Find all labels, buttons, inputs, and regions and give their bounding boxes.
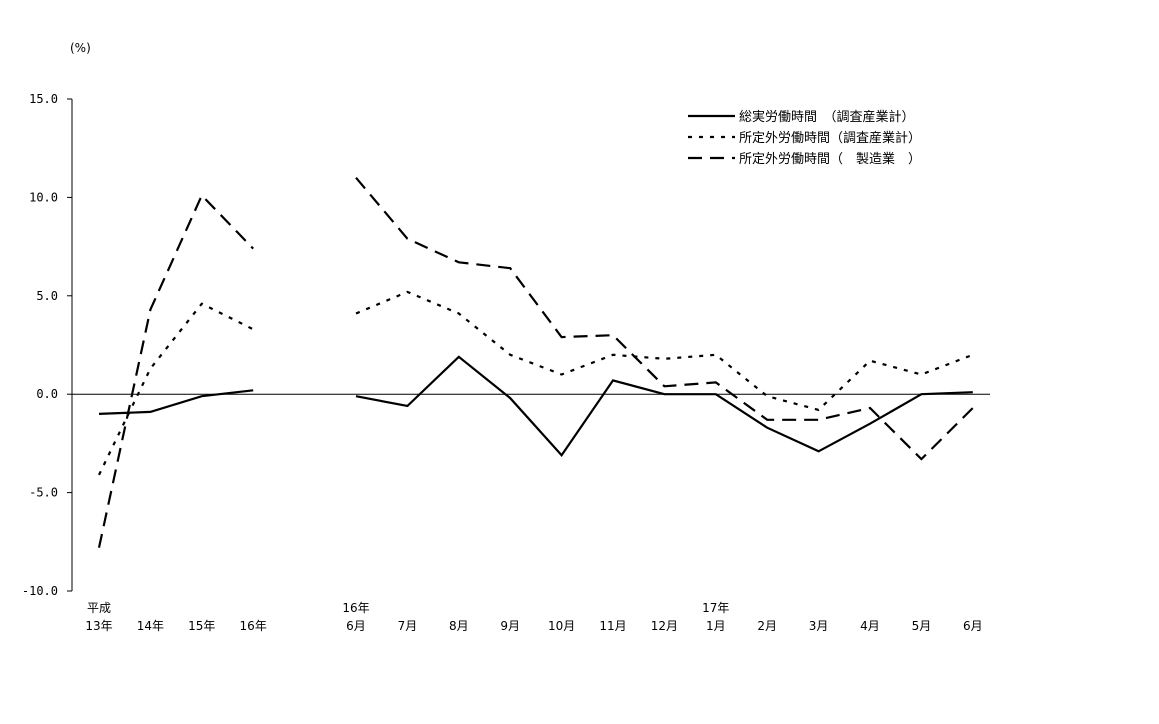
x-tick-label: 4月 (860, 619, 880, 633)
y-tick-label: 10.0 (29, 190, 58, 204)
x-tick-label: 2月 (757, 619, 777, 633)
series-lines (97, 176, 974, 548)
x-tick-label-top: 平成 (87, 601, 111, 615)
legend: 総実労働時間 （調査産業計） 所定外労働時間（調査産業計） 所定外労働時間（ 製造業… (688, 109, 921, 167)
x-tick-label: 6月 (346, 619, 366, 633)
y-tick-label: 0.0 (36, 387, 58, 401)
x-tick-label: 11月 (599, 619, 626, 633)
x-tick-label: 9月 (500, 619, 520, 633)
y-tick-label: -10.0 (22, 584, 58, 598)
series-line-3 (97, 193, 254, 548)
y-tick-label: 5.0 (36, 289, 58, 303)
series-line-2 (98, 302, 254, 476)
x-tick-label: 3月 (809, 619, 829, 633)
x-tick-label: 12月 (651, 619, 678, 633)
x-tick-label: 6月 (963, 619, 983, 633)
x-tick-label-top: 16年 (342, 601, 369, 615)
series-line-1 (355, 355, 973, 457)
x-tick-label: 14年 (137, 619, 164, 633)
x-tick-label-top: 17年 (702, 601, 729, 615)
x-tick-label: 16年 (240, 619, 267, 633)
legend-label-2: 所定外労働時間（調査産業計） (739, 130, 921, 146)
x-tick-label: 10月 (548, 619, 575, 633)
y-tick-label: -5.0 (29, 486, 58, 500)
series-line-2 (355, 290, 974, 412)
y-unit-label: (%) (70, 41, 91, 55)
x-tick-label: 15年 (188, 619, 215, 633)
series-line-3 (355, 176, 974, 461)
legend-label-1: 総実労働時間 （調査産業計） (739, 109, 915, 125)
x-tick-label: 13年 (85, 619, 112, 633)
x-tick-label: 5月 (912, 619, 932, 633)
legend-label-3: 所定外労働時間（ 製造業 ） (739, 151, 921, 167)
y-tick-label: 15.0 (29, 92, 58, 106)
x-tick-label: 1月 (706, 619, 726, 633)
series-line-1 (98, 389, 254, 415)
y-axis: 15.0 10.0 5.0 0.0 -5.0 -10.0 (22, 92, 73, 598)
x-tick-label: 8月 (449, 619, 469, 633)
x-tick-label: 7月 (398, 619, 418, 633)
x-axis-labels: 平成 13年 14年 15年 16年 16年 6月 7月 8月 9月 10月 11月 12月 17年 1月 2… (85, 601, 982, 633)
